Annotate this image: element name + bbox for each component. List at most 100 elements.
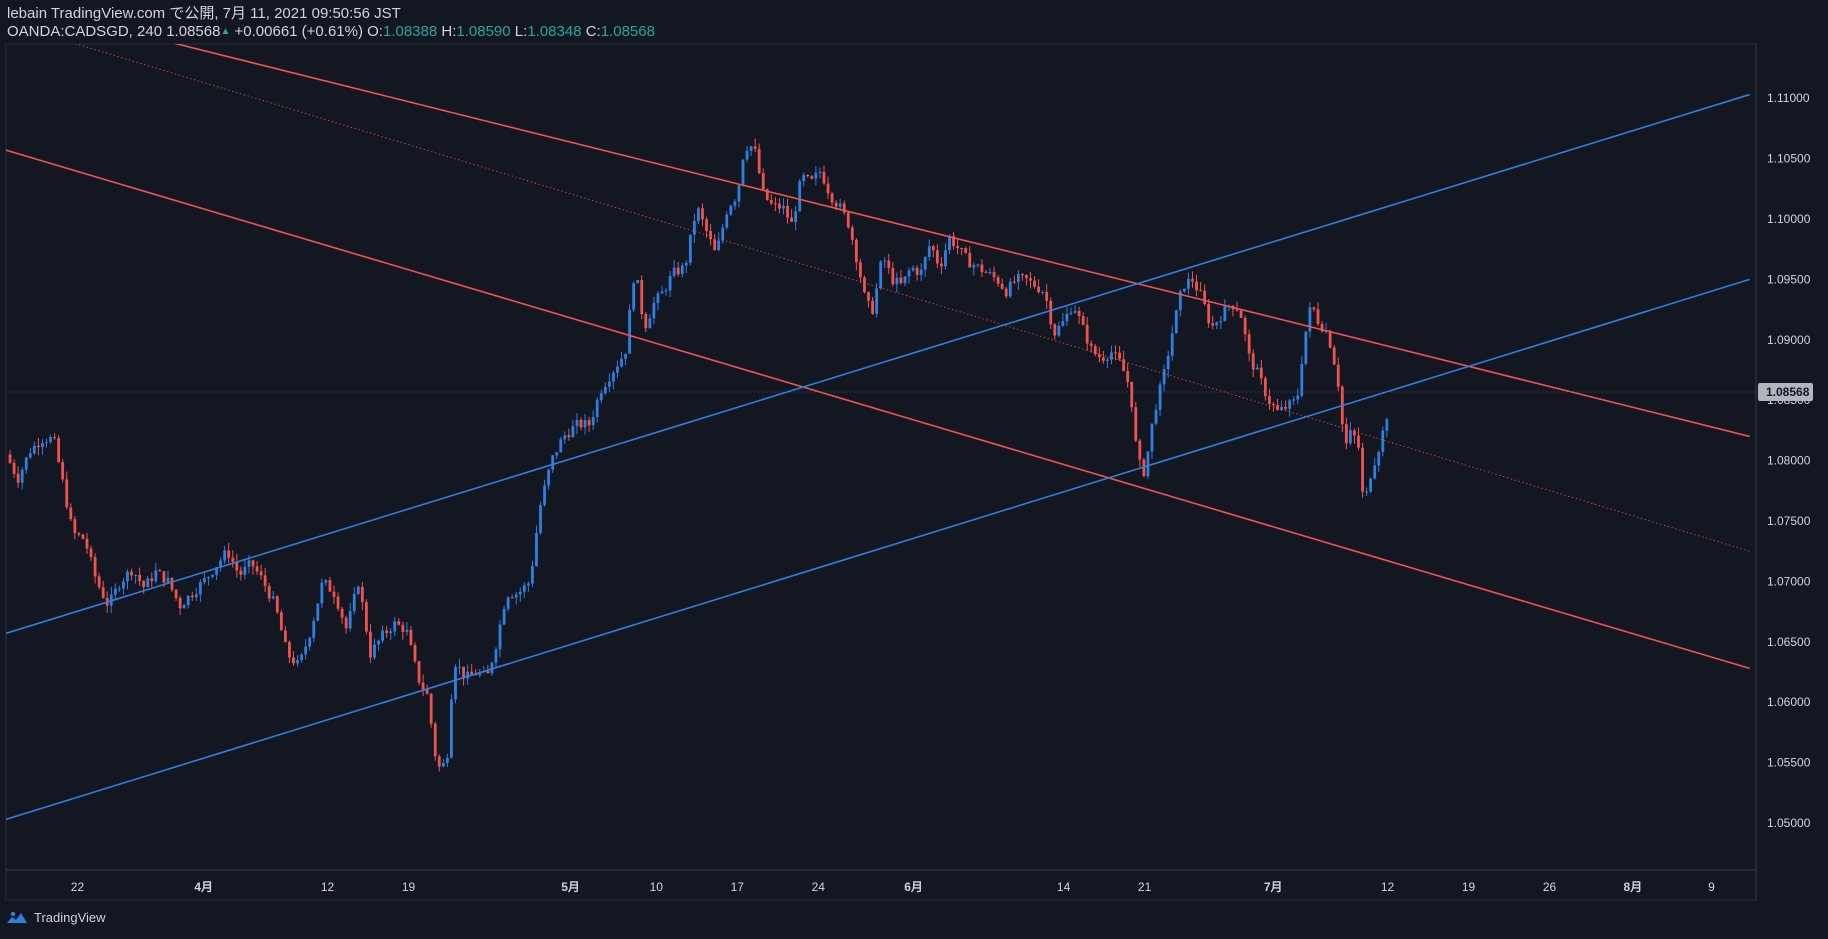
candle-body <box>190 595 194 598</box>
candle-body <box>555 452 559 456</box>
candle-body <box>879 261 883 289</box>
candle-body <box>377 640 380 645</box>
candle-body <box>1239 310 1243 318</box>
candle-body <box>413 645 417 662</box>
footer-brand[interactable]: TradingView <box>6 910 106 925</box>
candle-body <box>1235 309 1239 311</box>
candle-body <box>834 202 838 207</box>
candle-body <box>1166 355 1170 370</box>
candle-body <box>1284 407 1288 409</box>
channel-line-descending-median[interactable] <box>56 38 1750 552</box>
candle-body <box>36 445 40 448</box>
time-axis[interactable]: 22 4月 12 19 5月 10 17 24 6月 14 21 7月 12 19 26 8月 9 <box>71 880 1715 894</box>
candle-body <box>470 671 474 675</box>
candle-body <box>522 585 526 592</box>
up-arrow-icon: ▲ <box>220 26 231 37</box>
candle-body <box>1373 465 1377 479</box>
candle-body <box>352 593 356 612</box>
candle-body <box>77 533 81 535</box>
candle-body <box>948 236 951 251</box>
candle-body <box>373 644 376 658</box>
candle-body <box>915 267 919 276</box>
candle-body <box>1073 311 1077 313</box>
price-tick-label: 1.07000 <box>1767 574 1811 588</box>
candle-body <box>332 591 336 597</box>
candle-body <box>53 436 56 439</box>
candle-body <box>381 630 384 641</box>
candle-body <box>567 435 571 438</box>
candle-body <box>1158 384 1162 410</box>
candle-body <box>535 532 538 566</box>
candle-body <box>429 694 433 724</box>
candle-body <box>725 214 729 228</box>
price-tick-label: 1.08000 <box>1767 454 1811 468</box>
candle-body <box>1029 278 1032 281</box>
candle-body <box>1304 331 1308 364</box>
candle-body <box>729 205 733 215</box>
candle-body <box>450 699 453 758</box>
candle-body <box>636 280 640 284</box>
symbol-label[interactable]: OANDA:CADSGD, 240 <box>7 23 163 40</box>
candle-body <box>1263 378 1267 397</box>
candle-body <box>838 203 842 207</box>
candle-body <box>907 270 911 277</box>
candle-body <box>369 631 372 658</box>
candle-body <box>405 629 409 632</box>
candle-body <box>980 264 984 273</box>
candle-body <box>1191 278 1194 282</box>
candle-body <box>12 462 16 474</box>
channel-line-descending-upper[interactable] <box>152 38 1750 438</box>
candle-body <box>587 419 591 426</box>
candle-body <box>1308 307 1312 332</box>
candle-body <box>1089 343 1093 346</box>
candle-body <box>1106 359 1109 361</box>
candle-body <box>798 181 802 212</box>
channel-line-ascending-upper[interactable] <box>6 93 1750 635</box>
candle-body <box>761 173 765 190</box>
candle-body <box>1377 452 1381 466</box>
candle-body <box>24 457 28 470</box>
time-tick-label: 24 <box>812 880 826 894</box>
price-tick-label: 1.06500 <box>1767 635 1811 649</box>
candle-body <box>1324 331 1328 333</box>
candle-body <box>1272 403 1275 406</box>
candle-body <box>960 248 964 250</box>
candle-body <box>1276 405 1279 410</box>
candle-body <box>595 400 599 418</box>
candle-body <box>490 662 494 674</box>
candle-body <box>1280 407 1283 410</box>
candle-body <box>389 631 393 634</box>
channel-line-descending-lower[interactable] <box>6 149 1750 670</box>
channel-line-ascending-lower[interactable] <box>6 278 1750 821</box>
candle-body <box>867 292 870 301</box>
candle-body <box>65 479 69 508</box>
candle-body <box>1312 307 1316 310</box>
candle-body <box>324 580 328 583</box>
candle-body <box>599 393 603 401</box>
time-tick-label: 19 <box>402 880 416 894</box>
candle-body <box>255 566 259 572</box>
candle-body <box>806 174 810 177</box>
candle-body <box>454 666 457 700</box>
candle-body <box>263 575 267 586</box>
price-tick-label: 1.10500 <box>1767 152 1811 166</box>
candle-body <box>697 208 700 222</box>
price-badge-label: 1.08568 <box>1766 385 1810 399</box>
candle-body <box>1353 430 1356 436</box>
candle-body <box>753 146 757 149</box>
candle-body <box>883 260 887 262</box>
candle-body <box>138 575 142 582</box>
candle-body <box>1259 367 1263 379</box>
candle-body <box>409 629 413 646</box>
low-label: L: <box>514 23 528 40</box>
price-axis[interactable]: 1.11000 1.10500 1.10000 1.09500 1.09000 1.085… <box>1767 91 1811 830</box>
candle-body <box>814 172 818 179</box>
candle-body <box>632 283 636 310</box>
candle-body <box>1065 313 1069 322</box>
candle-body <box>765 189 769 200</box>
candle-body <box>1251 353 1255 370</box>
candle-body <box>117 588 121 590</box>
candle-body <box>547 469 551 486</box>
candle-body <box>1381 430 1385 453</box>
